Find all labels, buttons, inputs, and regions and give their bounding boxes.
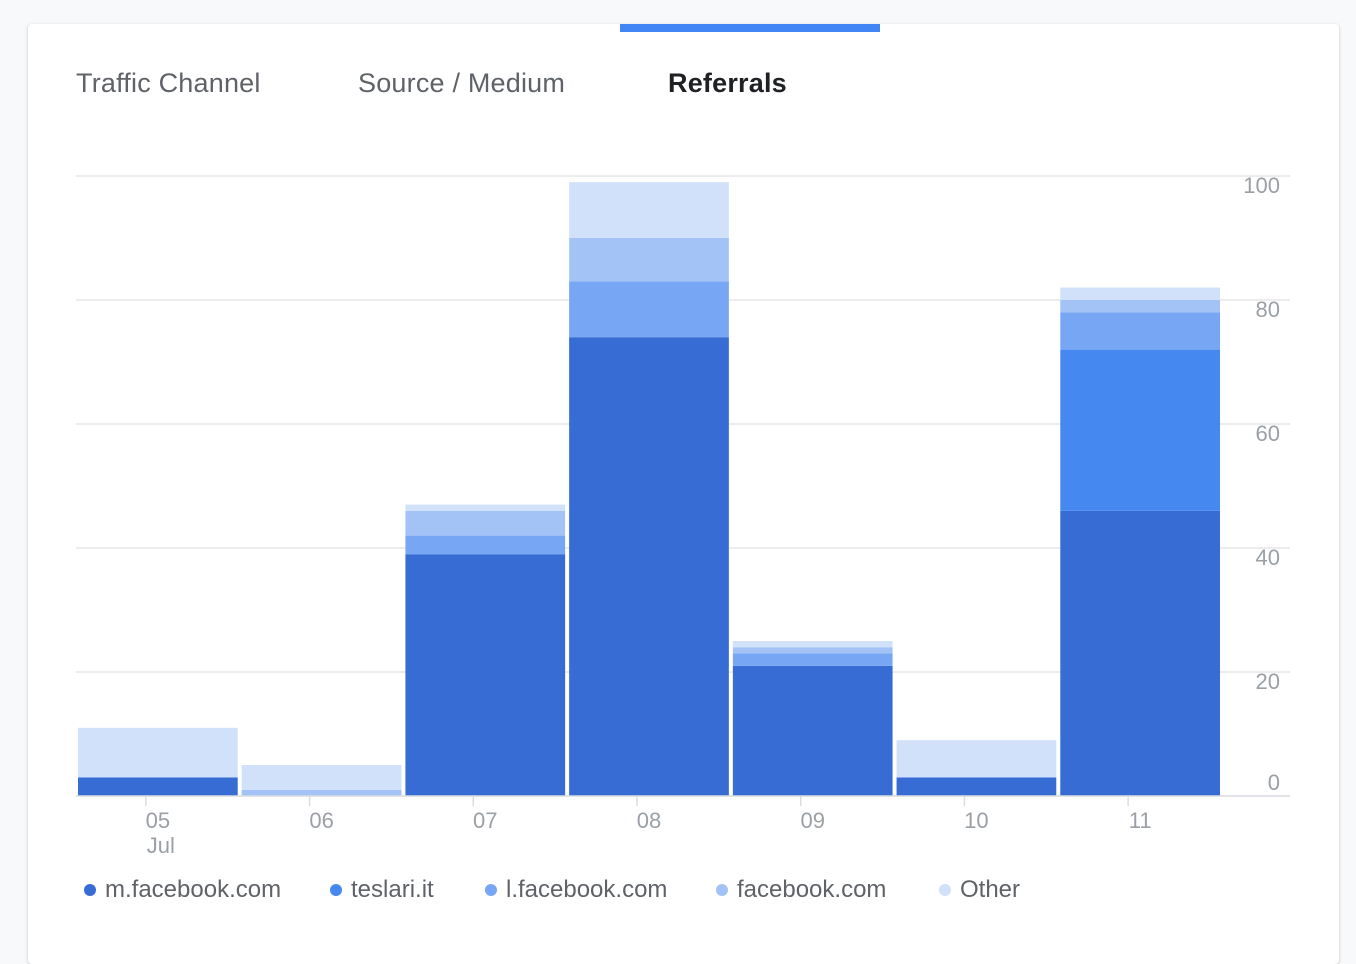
bar-segment[interactable] bbox=[732, 665, 893, 796]
bar-segment[interactable] bbox=[732, 641, 893, 648]
y-tick-label: 100 bbox=[1243, 173, 1280, 198]
bar-segment[interactable] bbox=[1060, 312, 1220, 350]
bar-segment[interactable] bbox=[569, 238, 729, 282]
legend-label: teslari.it bbox=[351, 876, 434, 903]
legend-item-l-facebook[interactable]: l.facebook.com bbox=[485, 876, 716, 904]
y-tick-label: 0 bbox=[1268, 770, 1280, 795]
chart-legend: m.facebook.com teslari.it l.facebook.com… bbox=[84, 872, 1020, 908]
y-tick-label: 40 bbox=[1256, 545, 1280, 570]
tab-referrals[interactable]: Referrals bbox=[668, 68, 787, 98]
x-tick-label: 05 bbox=[146, 808, 170, 833]
legend-dot-other bbox=[939, 884, 951, 896]
x-tick-label: 07 bbox=[473, 808, 497, 833]
bar-segment[interactable] bbox=[405, 535, 566, 555]
legend-label: m.facebook.com bbox=[105, 876, 282, 903]
x-tick-label: 11 bbox=[1129, 808, 1152, 833]
bar-segment[interactable] bbox=[569, 337, 729, 796]
legend-dot-teslari bbox=[330, 884, 342, 896]
bar-segment[interactable] bbox=[241, 765, 402, 790]
referrals-card: Traffic Channel Source / Medium Referral… bbox=[28, 24, 1339, 964]
bar-segment[interactable] bbox=[896, 740, 1057, 778]
x-tick-sublabel: Jul bbox=[147, 833, 175, 858]
legend-dot-facebook bbox=[716, 884, 728, 896]
legend-item-other[interactable]: Other bbox=[939, 876, 1020, 904]
x-tick-label: 10 bbox=[964, 808, 988, 833]
legend-label: facebook.com bbox=[737, 876, 887, 903]
bar-segment[interactable] bbox=[405, 510, 566, 536]
bar-segment[interactable] bbox=[732, 647, 893, 654]
bar-segment[interactable] bbox=[569, 281, 729, 338]
legend-item-facebook[interactable]: facebook.com bbox=[716, 876, 939, 904]
bar-segment[interactable] bbox=[405, 504, 566, 511]
legend-dot-l-facebook bbox=[485, 884, 497, 896]
bar-segment[interactable] bbox=[896, 777, 1057, 796]
y-tick-label: 60 bbox=[1256, 421, 1280, 446]
x-tick-label: 09 bbox=[800, 808, 824, 833]
legend-label: l.facebook.com bbox=[506, 876, 668, 903]
bar-segment[interactable] bbox=[78, 727, 238, 778]
bar-segment[interactable] bbox=[78, 777, 238, 796]
bar-segment[interactable] bbox=[405, 554, 566, 796]
y-tick-label: 20 bbox=[1256, 669, 1280, 694]
tab-traffic-channel[interactable]: Traffic Channel bbox=[76, 68, 261, 98]
bar-segment[interactable] bbox=[1060, 300, 1220, 313]
bar-segment[interactable] bbox=[241, 789, 402, 796]
bar-segment[interactable] bbox=[1060, 349, 1220, 511]
y-tick-label: 80 bbox=[1256, 297, 1280, 322]
x-tick-label: 08 bbox=[637, 808, 661, 833]
bar-segment[interactable] bbox=[1060, 287, 1220, 300]
legend-item-m-facebook[interactable]: m.facebook.com bbox=[84, 876, 330, 904]
active-tab-indicator bbox=[620, 24, 880, 32]
tab-bar: Traffic Channel Source / Medium Referral… bbox=[28, 24, 1339, 124]
bar-segment[interactable] bbox=[732, 653, 893, 666]
bar-segment[interactable] bbox=[1060, 510, 1220, 796]
bar-segment[interactable] bbox=[569, 182, 729, 238]
legend-dot-m-facebook bbox=[84, 884, 96, 896]
tab-source-medium[interactable]: Source / Medium bbox=[358, 68, 566, 98]
legend-label: Other bbox=[960, 876, 1021, 903]
x-tick-label: 06 bbox=[309, 808, 333, 833]
legend-item-teslari[interactable]: teslari.it bbox=[330, 876, 485, 904]
